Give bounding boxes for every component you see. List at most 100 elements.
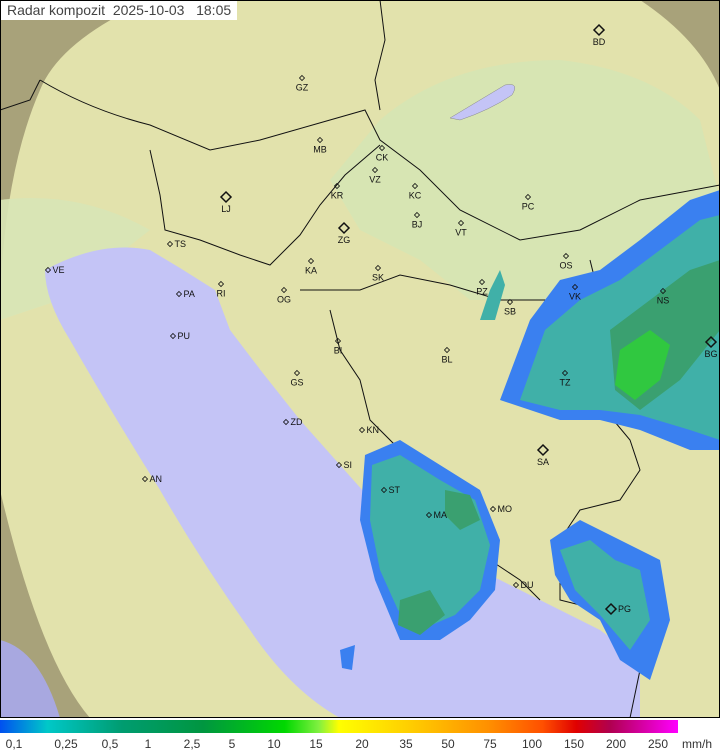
city-pa: PA [175, 289, 195, 299]
city-zg: ZG [338, 221, 350, 245]
city-marker-icon [141, 475, 149, 483]
city-bg: BG [704, 335, 718, 359]
city-mo: MO [489, 504, 513, 514]
city-marker-icon [307, 257, 315, 265]
city-st: ST [380, 485, 401, 495]
city-marker-icon [44, 266, 52, 274]
city-marker-icon [604, 602, 618, 616]
city-label: OS [559, 261, 572, 271]
city-tz: TZ [560, 369, 571, 388]
city-bj: BJ [412, 211, 423, 230]
city-label: KN [367, 425, 380, 435]
city-kn: KN [358, 425, 380, 435]
legend-tick-label: 15 [309, 737, 323, 751]
radar-echoes [340, 190, 720, 680]
city-label: OG [277, 295, 291, 305]
city-os: OS [559, 252, 573, 271]
lake-balaton [449, 84, 516, 121]
city-label: BL [441, 355, 452, 365]
city-marker-icon [536, 443, 550, 457]
city-marker-icon [374, 264, 382, 272]
legend-tick-label: 250 [647, 737, 669, 751]
city-bd: BD [592, 23, 606, 47]
city-marker-icon [217, 280, 225, 288]
city-label: MB [313, 145, 327, 155]
city-marker-icon [561, 369, 569, 377]
city-marker-icon [489, 505, 497, 513]
legend-tick-label: 150 [563, 737, 585, 751]
city-marker-icon [166, 240, 174, 248]
city-vt: VT [455, 219, 467, 238]
city-vk: VK [569, 283, 581, 302]
city-pg: PG [604, 602, 631, 616]
city-label: TZ [560, 378, 571, 388]
city-label: VZ [369, 175, 381, 185]
city-label: TS [175, 239, 187, 249]
city-kc: KC [409, 182, 422, 201]
city-label: BG [704, 349, 717, 359]
city-label: CK [376, 153, 389, 163]
city-label: DU [521, 580, 534, 590]
map-title: Radar kompozit 2025-10-03 18:05 [1, 1, 238, 20]
city-lj: LJ [219, 190, 233, 214]
city-marker-icon [334, 337, 342, 345]
city-marker-icon [316, 136, 324, 144]
city-marker-icon [280, 286, 288, 294]
city-label: PU [178, 331, 191, 341]
legend-tick-label: 100 [521, 737, 543, 751]
city-label: KR [331, 191, 344, 201]
city-label: MO [498, 504, 513, 514]
city-label: ST [389, 485, 401, 495]
city-marker-icon [219, 190, 233, 204]
city-label: BD [593, 37, 606, 47]
city-ns: NS [657, 287, 670, 306]
tyrrhenian-sea [0, 640, 60, 718]
city-label: KC [409, 191, 422, 201]
city-du: DU [512, 580, 534, 590]
city-an: AN [141, 474, 163, 484]
legend-tick-label: 10 [267, 737, 281, 751]
city-marker-icon [298, 74, 306, 82]
city-marker-icon [371, 166, 379, 174]
city-marker-icon [571, 283, 579, 291]
city-label: RI [217, 289, 226, 299]
city-pu: PU [169, 331, 191, 341]
legend-tick-label: 0,5 [101, 737, 119, 751]
city-label: VE [53, 265, 65, 275]
legend-color-scale [0, 720, 678, 733]
city-sk: SK [372, 264, 384, 283]
city-label: BI [334, 346, 343, 356]
city-gs: GS [290, 369, 304, 388]
legend-tick-label: 35 [399, 737, 413, 751]
city-si: SI [335, 460, 352, 470]
city-bi: BI [334, 337, 343, 356]
city-marker-icon [592, 23, 606, 37]
city-pc: PC [522, 193, 535, 212]
legend-tick-label: 1 [144, 737, 152, 751]
city-marker-icon [512, 581, 520, 589]
city-label: PG [618, 604, 631, 614]
city-marker-icon [659, 287, 667, 295]
city-bl: BL [441, 346, 453, 365]
city-label: VT [455, 228, 467, 238]
lowland [330, 60, 720, 300]
city-label: PA [184, 289, 195, 299]
legend-unit: mm/h [682, 737, 712, 751]
legend-tick-label: 200 [605, 737, 627, 751]
legend-tick-label: 75 [483, 737, 497, 751]
city-marker-icon [413, 211, 421, 219]
city-label: ZD [291, 417, 303, 427]
city-label: AN [150, 474, 163, 484]
city-label: NS [657, 296, 670, 306]
city-label: PC [522, 202, 535, 212]
city-gz: GZ [296, 74, 309, 93]
adriatic-sea [45, 247, 640, 718]
city-sb: SB [504, 298, 516, 317]
city-label: BJ [412, 220, 423, 230]
city-label: SA [537, 457, 549, 467]
city-marker-icon [378, 144, 386, 152]
city-ck: CK [376, 144, 389, 163]
city-marker-icon [478, 278, 486, 286]
city-ma: MA [425, 510, 447, 520]
